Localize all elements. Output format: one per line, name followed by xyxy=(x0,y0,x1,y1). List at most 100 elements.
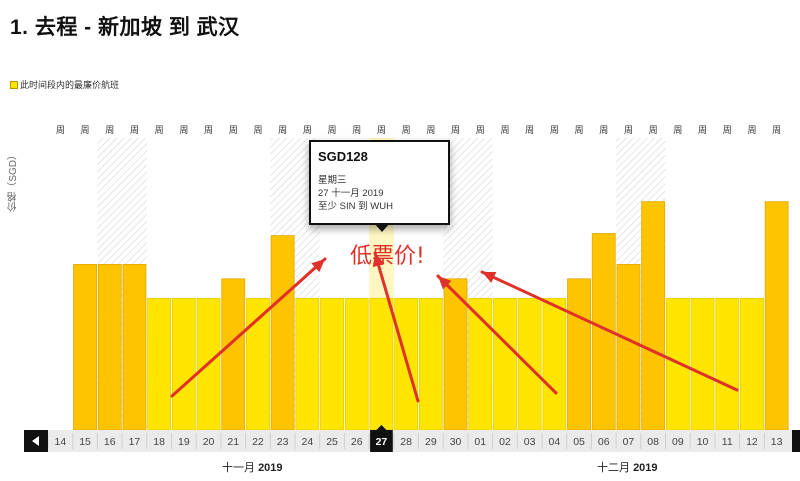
date-tick-label[interactable]: 07 xyxy=(623,436,635,448)
date-tick-label[interactable]: 28 xyxy=(400,436,412,448)
date-tick-label[interactable]: 06 xyxy=(598,436,610,448)
price-bar[interactable] xyxy=(418,297,443,431)
month-label-dec: 十二月 2019 xyxy=(597,459,658,475)
date-tick-label[interactable]: 09 xyxy=(672,436,684,448)
week-label: 周 xyxy=(56,125,65,136)
price-tooltip: SGD128 星期三 27 十一月 2019 至少 SIN 到 WUH xyxy=(309,140,450,232)
week-label: 周 xyxy=(550,125,559,136)
price-bar[interactable] xyxy=(690,297,715,431)
legend-label: 此时间段内的最廉价航班 xyxy=(20,80,120,90)
week-label: 周 xyxy=(328,125,337,136)
date-tick-label[interactable]: 17 xyxy=(129,436,141,448)
date-tick-label[interactable]: 12 xyxy=(746,436,758,448)
price-bar[interactable] xyxy=(517,297,542,431)
month-label-nov: 十一月 2019 xyxy=(222,459,283,475)
date-tick-label[interactable]: 15 xyxy=(79,436,91,448)
price-bar[interactable] xyxy=(344,297,369,431)
week-label: 周 xyxy=(772,125,781,136)
price-bar[interactable] xyxy=(493,297,517,431)
week-label: 周 xyxy=(105,125,114,136)
price-bar[interactable] xyxy=(221,278,246,431)
price-bar[interactable] xyxy=(122,263,147,431)
price-bar[interactable] xyxy=(764,201,789,431)
date-tick-label[interactable]: 20 xyxy=(203,436,215,448)
week-label: 周 xyxy=(278,125,287,136)
price-bar[interactable] xyxy=(320,297,344,431)
tooltip-date: 27 十一月 2019 xyxy=(318,188,384,199)
date-tick-label[interactable]: 24 xyxy=(302,436,314,448)
legend-swatch xyxy=(10,80,18,89)
price-bar[interactable] xyxy=(270,235,295,431)
price-bar[interactable] xyxy=(97,263,122,431)
week-label: 周 xyxy=(575,125,584,136)
week-label: 周 xyxy=(377,125,386,136)
week-label: 周 xyxy=(426,125,435,136)
month-year: 2019 xyxy=(633,462,658,474)
price-bar[interactable] xyxy=(369,297,394,431)
selected-date-cell[interactable] xyxy=(370,430,393,452)
date-tick-label[interactable]: 16 xyxy=(104,436,116,448)
week-label: 周 xyxy=(723,125,732,136)
week-label: 周 xyxy=(81,125,90,136)
date-tick-label[interactable]: 11 xyxy=(722,436,733,448)
price-bar[interactable] xyxy=(616,263,641,431)
next-range-button[interactable] xyxy=(792,430,800,452)
week-label: 周 xyxy=(599,125,608,136)
date-tick-label[interactable]: 30 xyxy=(450,436,462,448)
annotation-arrow xyxy=(436,274,558,395)
chevron-left-icon xyxy=(32,436,39,446)
date-tick-label[interactable]: 05 xyxy=(573,436,585,448)
date-tick-label[interactable]: 01 xyxy=(474,436,486,448)
price-bar[interactable] xyxy=(171,297,196,431)
price-bar[interactable] xyxy=(715,297,740,431)
price-bar[interactable] xyxy=(295,297,320,431)
annotation-arrowhead xyxy=(482,272,497,283)
date-tick-label[interactable]: 18 xyxy=(153,436,165,448)
page-title: 1. 去程 - 新加坡 到 武汉 xyxy=(10,16,240,39)
price-bar[interactable] xyxy=(147,297,172,431)
week-label: 周 xyxy=(130,125,139,136)
price-bar[interactable] xyxy=(567,278,591,431)
legend: 此时间段内的最廉价航班 xyxy=(10,78,119,91)
week-label: 周 xyxy=(624,125,633,136)
tooltip-weekday: 星期三 xyxy=(318,175,347,186)
annotation-arrow xyxy=(373,251,420,403)
date-tick-label[interactable]: 22 xyxy=(252,436,264,448)
week-label: 周 xyxy=(525,125,534,136)
week-label: 周 xyxy=(179,125,188,136)
date-tick-label[interactable]: 25 xyxy=(326,436,338,448)
date-strip xyxy=(24,430,792,452)
selected-date-pointer xyxy=(376,425,387,430)
date-tick-label[interactable]: 10 xyxy=(697,436,709,448)
week-label: 周 xyxy=(747,125,756,136)
price-bar[interactable] xyxy=(73,263,97,431)
low-fare-annotation: 低票价! xyxy=(350,244,425,269)
annotation-arrowhead xyxy=(438,276,452,290)
week-label: 周 xyxy=(476,125,485,136)
date-tick-label[interactable]: 26 xyxy=(351,436,363,448)
date-tick-label[interactable]: 02 xyxy=(499,436,511,448)
date-tick-label[interactable]: 19 xyxy=(178,436,190,448)
week-label: 周 xyxy=(649,125,658,136)
week-label: 周 xyxy=(204,125,213,136)
date-tick-label[interactable]: 27 xyxy=(376,436,388,448)
week-label: 周 xyxy=(698,125,707,136)
date-tick-label[interactable]: 23 xyxy=(277,436,289,448)
date-tick-label[interactable]: 08 xyxy=(647,436,659,448)
month-year: 2019 xyxy=(258,462,283,474)
annotation-arrow xyxy=(170,257,327,398)
date-tick-label[interactable]: 04 xyxy=(549,436,561,448)
tooltip-route: 至少 SIN 到 WUH xyxy=(318,201,393,212)
date-tick-label[interactable]: 29 xyxy=(425,436,437,448)
price-bar[interactable] xyxy=(740,297,764,431)
date-tick-label[interactable]: 21 xyxy=(227,436,239,448)
price-bar[interactable] xyxy=(641,201,666,431)
date-tick-label[interactable]: 13 xyxy=(771,436,783,448)
date-tick-label[interactable]: 03 xyxy=(524,436,536,448)
tooltip-price: SGD128 xyxy=(318,149,368,164)
date-tick-label[interactable]: 14 xyxy=(55,436,67,448)
week-label: 周 xyxy=(673,125,682,136)
price-bar[interactable] xyxy=(542,297,567,431)
week-label: 周 xyxy=(352,125,361,136)
